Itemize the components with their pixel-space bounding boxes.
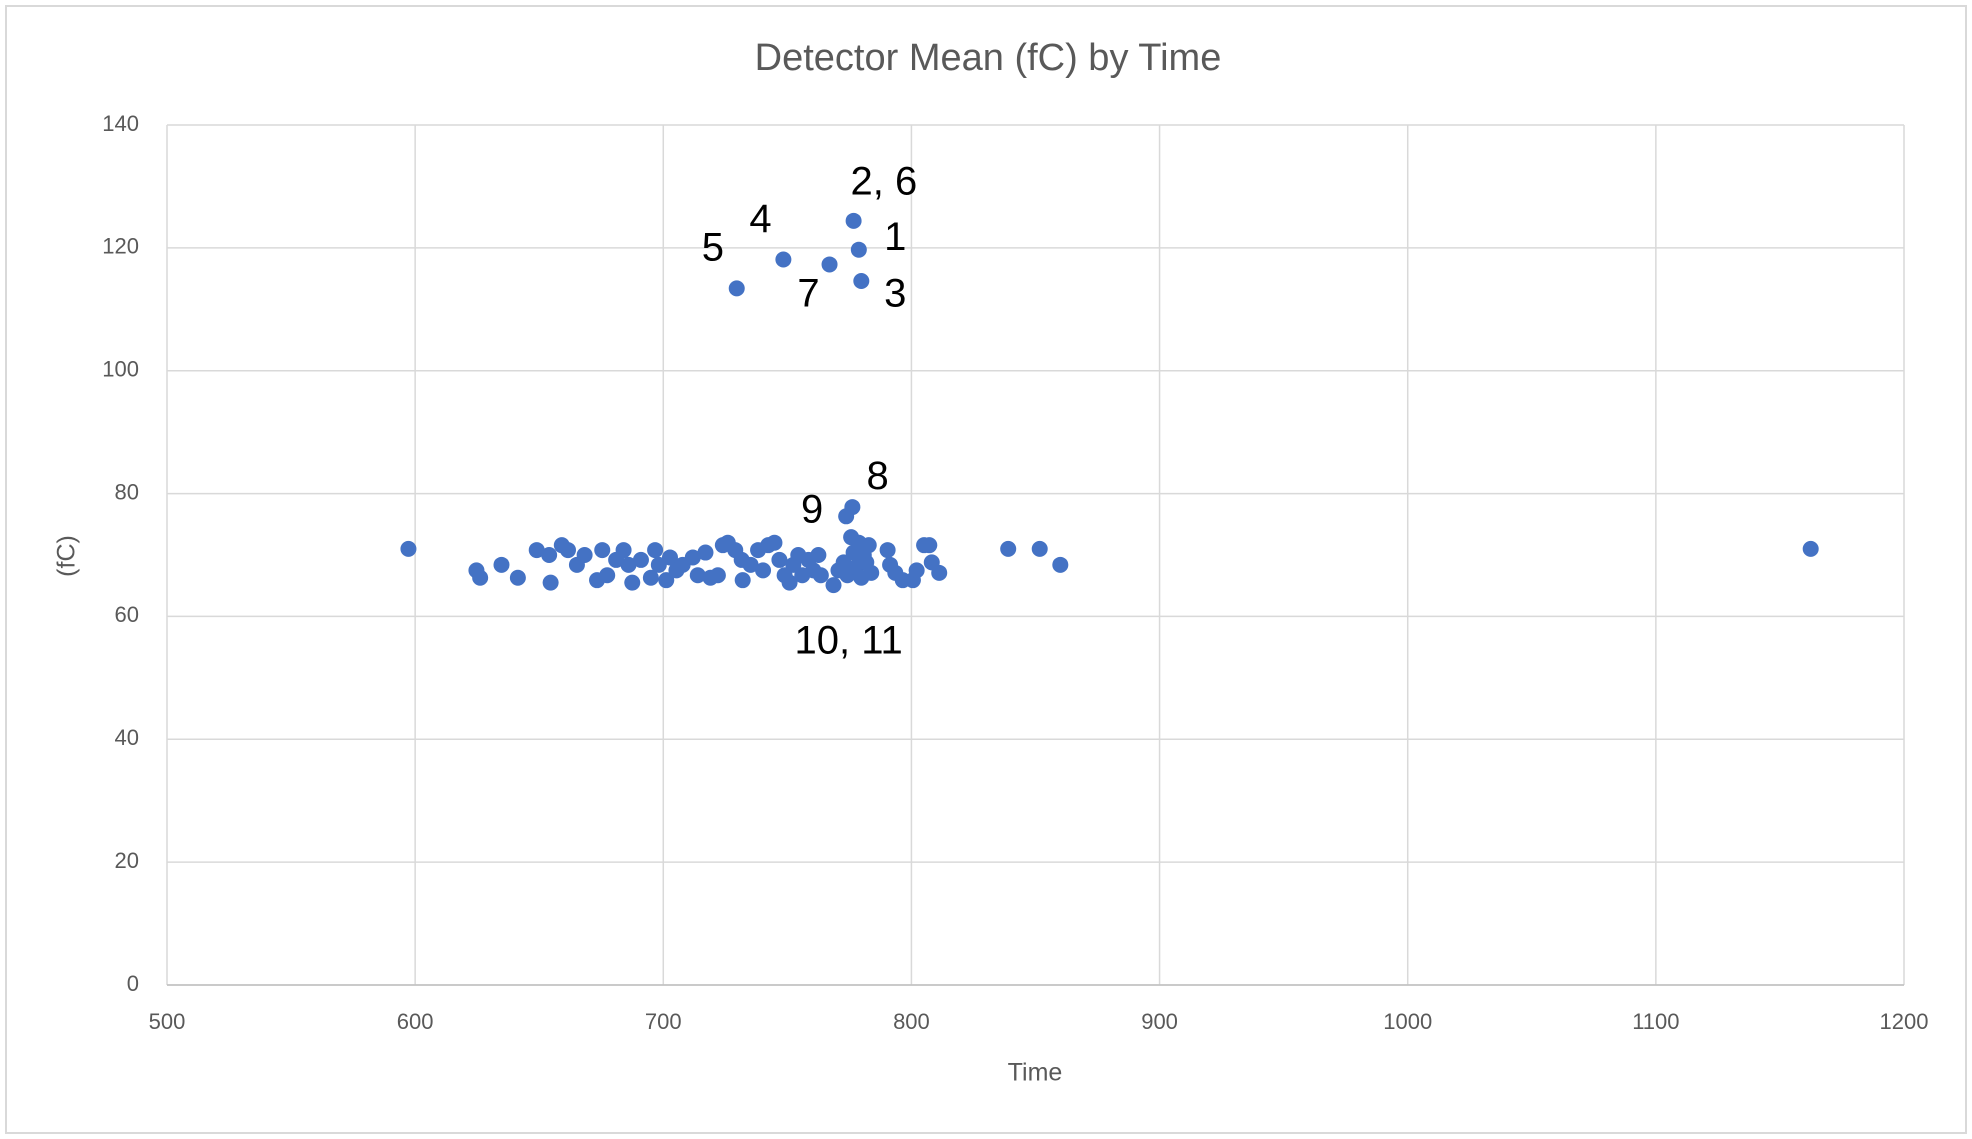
scatter-point bbox=[879, 542, 896, 559]
y-tick-label: 120 bbox=[102, 234, 139, 259]
scatter-point bbox=[642, 569, 659, 586]
scatter-point bbox=[810, 547, 827, 563]
scatter-point bbox=[781, 574, 798, 591]
scatter-point bbox=[400, 540, 417, 557]
scatter-point bbox=[697, 544, 714, 561]
y-tick-label: 20 bbox=[115, 848, 139, 873]
scatter-point bbox=[559, 542, 576, 559]
scatter-point bbox=[766, 534, 783, 551]
chart-frame bbox=[5, 5, 1967, 1134]
scatter-point bbox=[624, 574, 641, 591]
x-axis-title: Time bbox=[1008, 1059, 1063, 1087]
x-tick-label: 600 bbox=[397, 1009, 434, 1034]
scatter-point bbox=[542, 574, 559, 591]
y-tick-label: 40 bbox=[115, 725, 139, 750]
scatter-point bbox=[684, 549, 701, 566]
x-tick-label: 1000 bbox=[1383, 1009, 1432, 1034]
scatter-point bbox=[838, 508, 855, 525]
scatter-point bbox=[661, 549, 678, 566]
scatter-point bbox=[908, 562, 925, 579]
scatter-point bbox=[931, 564, 948, 581]
annotation: 9 bbox=[801, 488, 823, 532]
chart-title: Detector Mean (fC) by Time bbox=[755, 37, 1222, 79]
annotation: 10, 11 bbox=[795, 618, 903, 662]
y-tick-label: 140 bbox=[102, 111, 139, 136]
scatter-point bbox=[734, 572, 751, 589]
scatter-point bbox=[632, 551, 649, 568]
scatter-point bbox=[850, 241, 867, 258]
y-tick-label: 100 bbox=[102, 357, 139, 382]
scatter-point bbox=[599, 567, 616, 584]
scatter-point bbox=[860, 537, 877, 554]
scatter-point bbox=[921, 537, 938, 554]
y-axis-title: (fC) bbox=[53, 535, 81, 577]
x-tick-label: 800 bbox=[893, 1009, 930, 1034]
scatter-point bbox=[615, 542, 632, 559]
scatter-point bbox=[775, 251, 792, 268]
annotation: 3 bbox=[884, 271, 906, 315]
scatter-point bbox=[835, 554, 852, 571]
scatter-point bbox=[1000, 540, 1017, 557]
annotation: 5 bbox=[702, 225, 724, 269]
scatter-point bbox=[1052, 556, 1069, 573]
scatter-point bbox=[528, 542, 545, 559]
scatter-point bbox=[647, 542, 664, 559]
scatter-point bbox=[689, 567, 706, 584]
y-tick-label: 60 bbox=[115, 602, 139, 627]
scatter-point bbox=[1802, 540, 1819, 557]
scatter-point bbox=[853, 273, 870, 290]
scatter-point bbox=[812, 567, 829, 584]
annotation: 4 bbox=[749, 197, 771, 241]
annotation: 1 bbox=[884, 215, 906, 259]
scatter-point bbox=[509, 569, 526, 586]
scatter-point bbox=[594, 542, 611, 559]
scatter-point bbox=[728, 280, 745, 297]
scatter-point bbox=[658, 572, 675, 589]
x-tick-label: 900 bbox=[1141, 1009, 1178, 1034]
scatter-point bbox=[821, 256, 838, 273]
x-tick-label: 700 bbox=[645, 1009, 682, 1034]
scatter-point bbox=[1031, 540, 1048, 557]
scatter-point bbox=[825, 577, 842, 594]
x-tick-label: 500 bbox=[149, 1009, 186, 1034]
y-tick-label: 0 bbox=[127, 971, 139, 996]
scatter-point bbox=[472, 569, 489, 586]
scatter-point bbox=[493, 556, 510, 573]
scatter-point bbox=[541, 547, 558, 563]
scatter-point bbox=[576, 547, 593, 563]
scatter-point bbox=[709, 567, 726, 584]
y-tick-label: 80 bbox=[115, 479, 139, 504]
scatter-point bbox=[620, 556, 637, 573]
x-tick-label: 1200 bbox=[1880, 1009, 1929, 1034]
x-tick-label: 1100 bbox=[1632, 1009, 1679, 1034]
scatter-point bbox=[845, 212, 862, 229]
scatter-point bbox=[755, 562, 772, 579]
scatter-point bbox=[771, 551, 788, 568]
scatter-point bbox=[742, 556, 759, 573]
scatter-point bbox=[863, 564, 880, 581]
annotation: 7 bbox=[797, 271, 819, 315]
annotation: 2, 6 bbox=[851, 160, 918, 204]
annotation: 8 bbox=[867, 454, 889, 498]
